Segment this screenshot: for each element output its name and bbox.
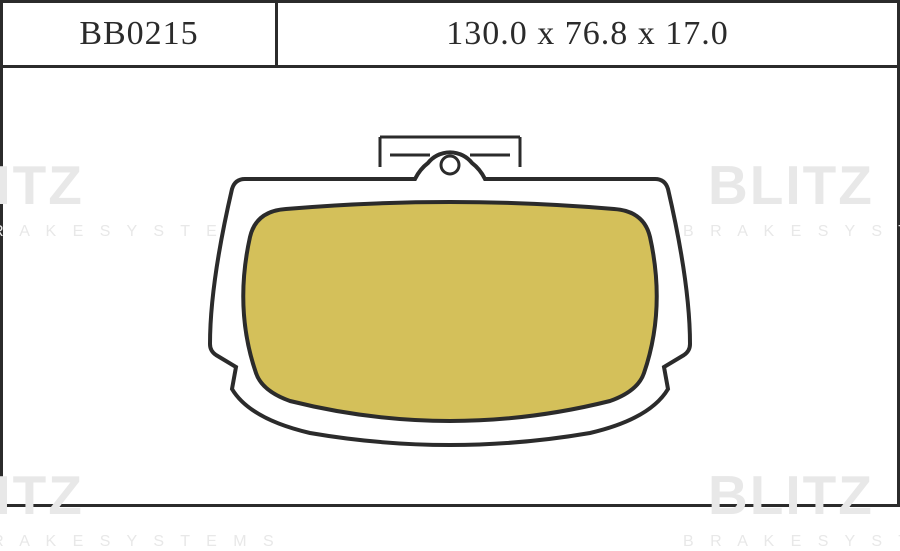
header-row: BB0215 130.0 x 76.8 x 17.0 [3, 3, 897, 68]
watermark-small: B R A K E S Y S T E M S [0, 533, 280, 551]
watermark-big: BLITZ [708, 153, 874, 217]
dimensions-cell: 130.0 x 76.8 x 17.0 [278, 3, 897, 65]
part-number-cell: BB0215 [3, 3, 278, 65]
watermark-big: BLITZ [0, 153, 84, 217]
watermark-small: B R A K E S Y S T E M S [683, 223, 900, 241]
diagram-canvas: BLITZ BLITZ BLITZ BLITZ B R A K E S Y S … [3, 68, 897, 510]
dimensions: 130.0 x 76.8 x 17.0 [446, 15, 729, 53]
watermark-small: B R A K E S Y S T E M S [683, 533, 900, 551]
friction-material [243, 202, 656, 421]
outer-frame: BB0215 130.0 x 76.8 x 17.0 BLITZ BLITZ B… [0, 0, 900, 507]
brake-pad-diagram [190, 119, 710, 459]
watermark-big: BLITZ [708, 463, 874, 527]
watermark-big: BLITZ [0, 463, 84, 527]
mounting-hole-icon [441, 156, 459, 174]
part-number: BB0215 [79, 15, 198, 53]
